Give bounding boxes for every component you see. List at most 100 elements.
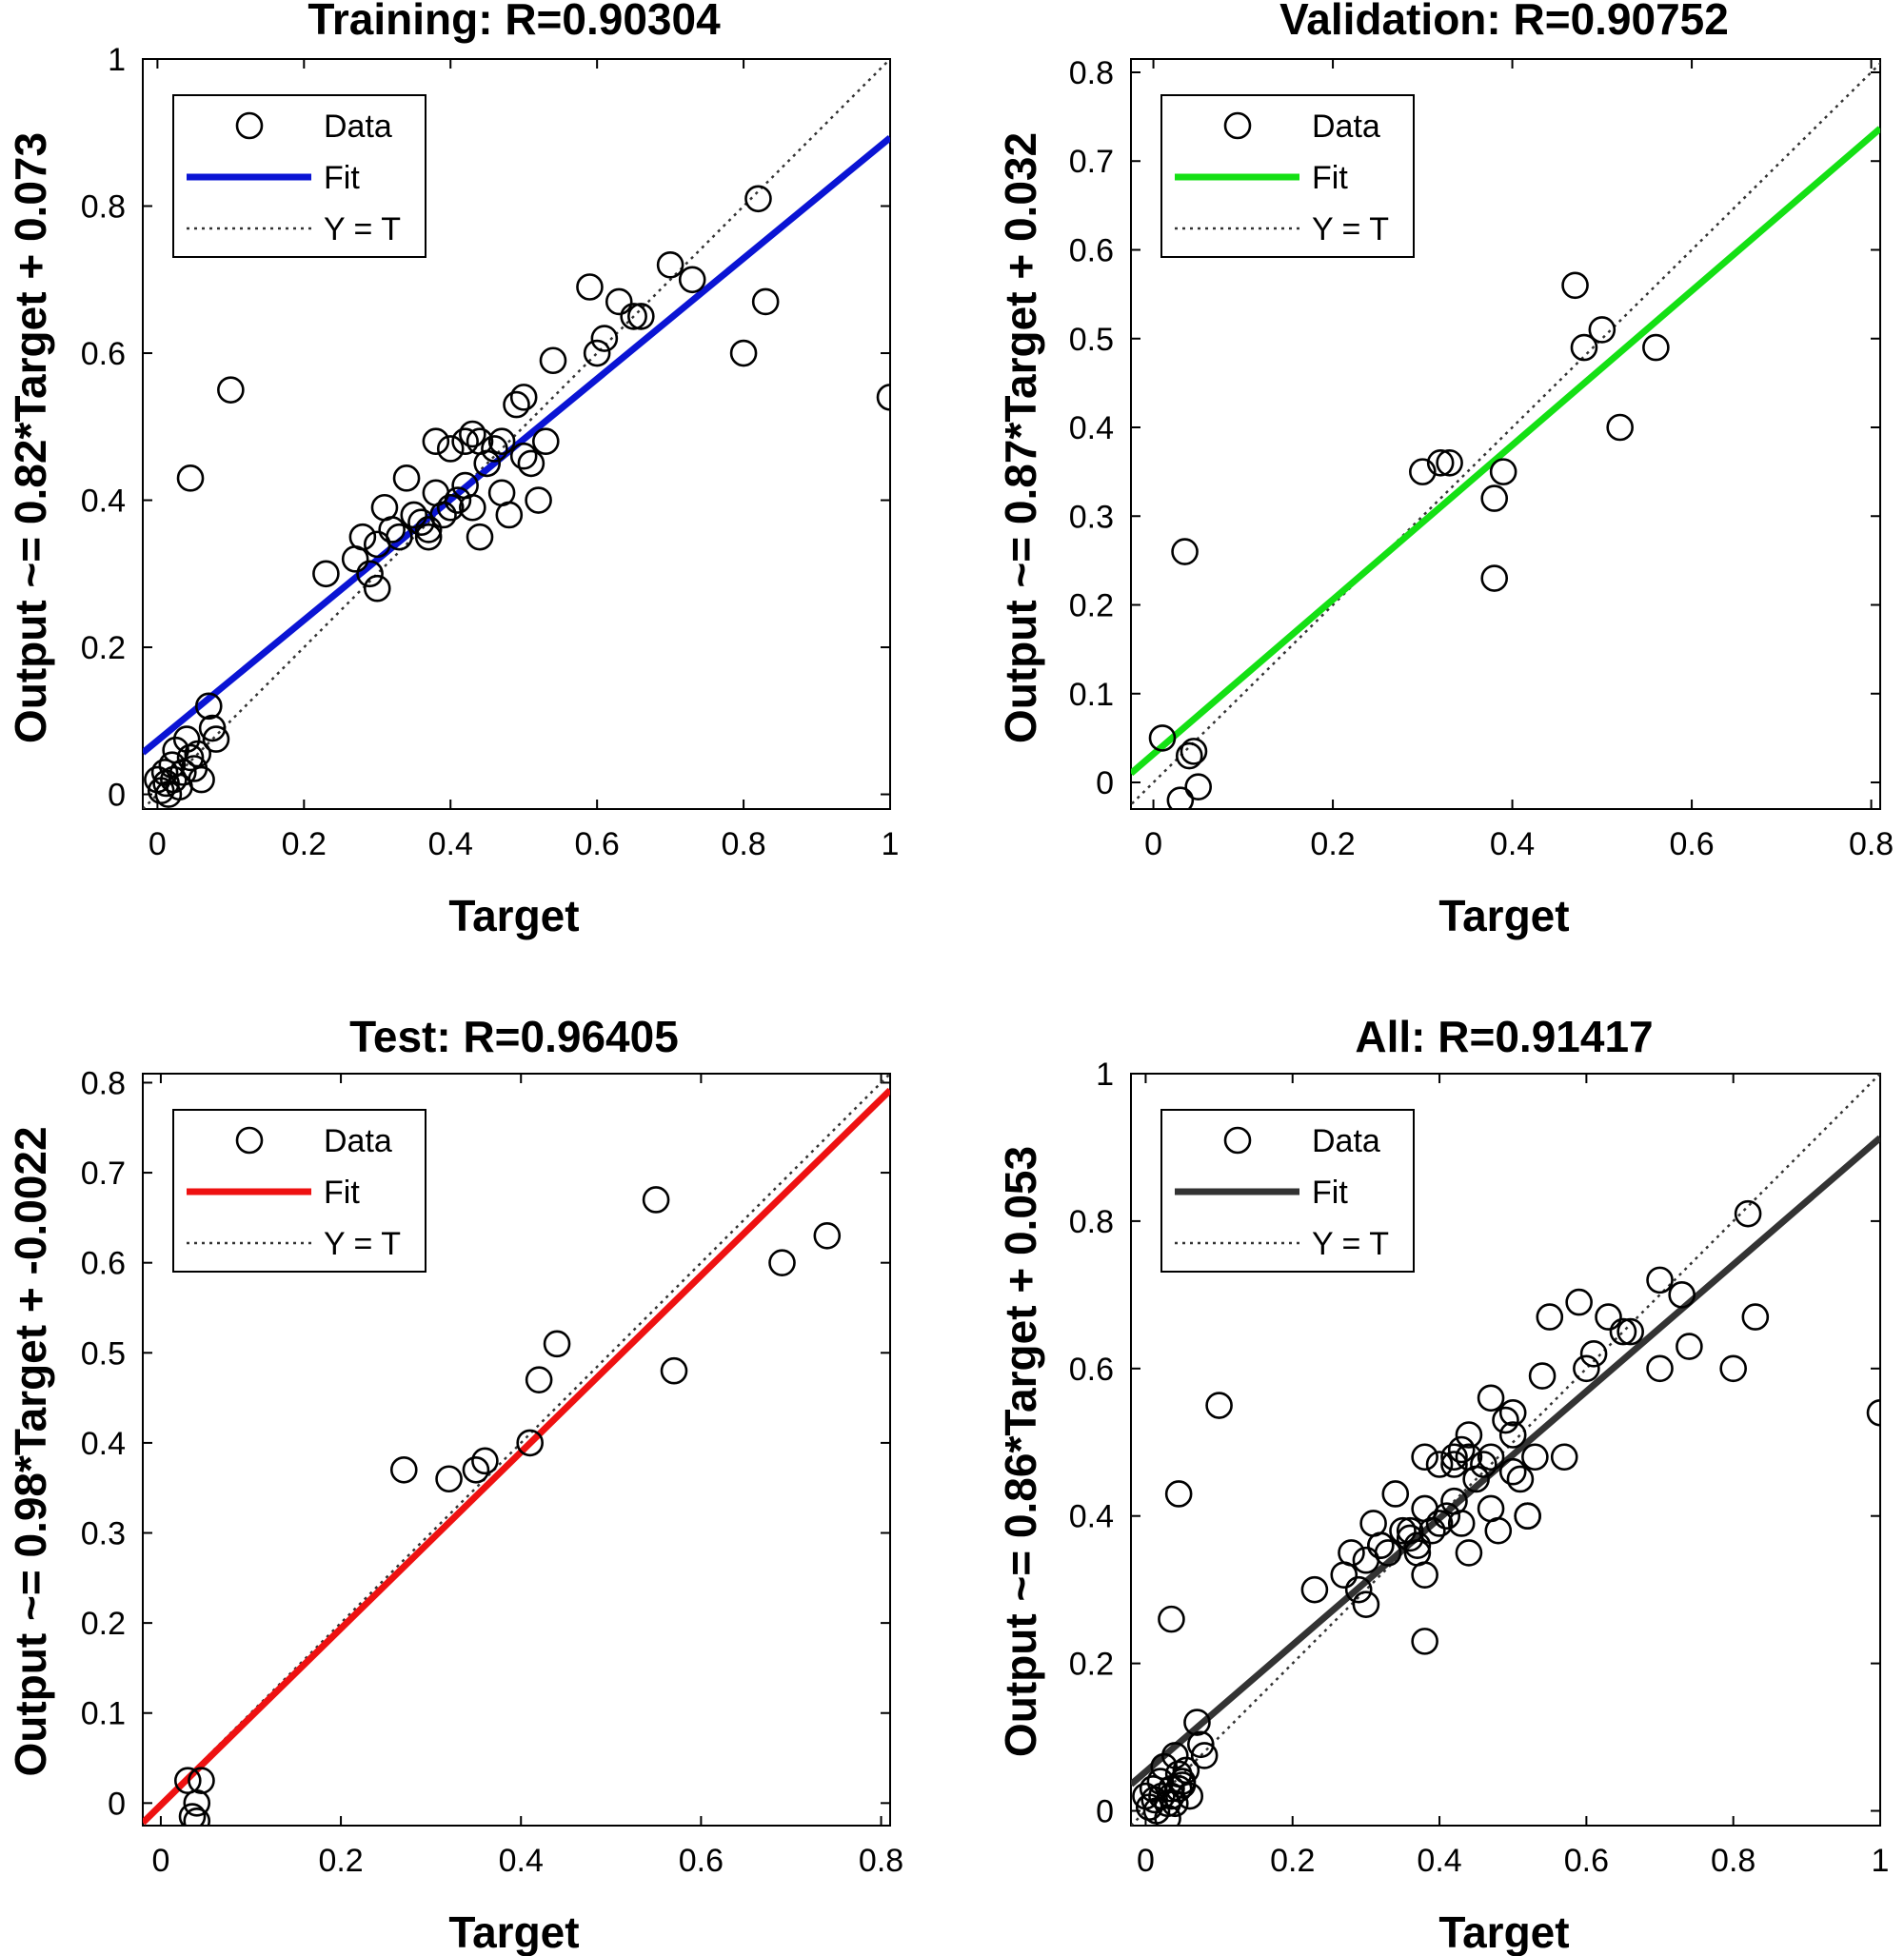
y-tick-label: 0.2	[81, 1606, 126, 1642]
data-point	[678, 266, 706, 294]
data-point	[1561, 271, 1589, 300]
data-point	[1184, 773, 1212, 800]
data-point	[1565, 1288, 1593, 1316]
data-point	[729, 339, 758, 367]
data-point	[451, 427, 479, 456]
data-point	[1409, 458, 1437, 485]
data-point	[1550, 1443, 1578, 1472]
y-tick-label: 0	[1096, 765, 1114, 801]
identity-line	[143, 59, 890, 809]
y-tick-label: 0	[108, 1786, 126, 1822]
data-point	[1166, 786, 1195, 809]
legend-label: Y = T	[1312, 211, 1389, 247]
plot-frame	[142, 58, 891, 810]
x-tick-label: 0.6	[575, 826, 620, 862]
data-point	[414, 523, 443, 551]
data-point	[525, 486, 552, 514]
data-point	[627, 303, 655, 330]
data-point	[1447, 1510, 1476, 1537]
plot-area	[1131, 1074, 1880, 1826]
x-tick-label: 0.2	[1310, 826, 1355, 862]
y-tick-label: 0.8	[1069, 1204, 1114, 1240]
x-axis-label: Target	[448, 1907, 579, 1956]
data-point	[217, 376, 245, 404]
data-point	[605, 287, 633, 316]
data-point	[1480, 564, 1509, 592]
x-tick-label: 0.8	[721, 826, 765, 862]
data-point	[312, 560, 340, 588]
y-tick-label: 0.2	[81, 630, 126, 666]
plot-frame	[1130, 1073, 1881, 1827]
y-tick-label: 0.5	[1069, 322, 1114, 358]
y-tick-label: 0.6	[81, 336, 126, 372]
y-axis-label: Output ~= 0.86*Target + 0.053	[996, 1146, 1045, 1757]
data-point	[543, 1330, 571, 1358]
data-point	[509, 384, 538, 411]
plot-area	[143, 59, 890, 809]
data-point	[620, 303, 647, 330]
legend: Data Fit Y = T	[172, 94, 426, 258]
data-point	[1447, 1435, 1476, 1464]
data-point	[1498, 1457, 1527, 1486]
data-point	[1477, 1443, 1505, 1472]
legend: Data Fit Y = T	[1160, 94, 1415, 258]
data-point	[1411, 1561, 1438, 1589]
data-point	[184, 740, 212, 768]
data-point	[539, 346, 567, 375]
data-point	[1480, 484, 1509, 512]
data-point	[1455, 1421, 1483, 1449]
plot-frame	[142, 1073, 891, 1827]
fit-line	[1131, 126, 1880, 777]
chart-title: Test: R=0.96405	[349, 1012, 679, 1061]
data-point	[150, 759, 179, 786]
data-point	[481, 435, 508, 463]
data-point	[471, 1447, 499, 1475]
y-tick-label: 0.8	[81, 189, 126, 226]
y-tick-label: 0.8	[1069, 55, 1114, 91]
data-point	[436, 493, 465, 522]
data-point	[1344, 1575, 1373, 1604]
y-axis-label: Output ~= 0.87*Target + 0.032	[996, 132, 1045, 743]
panel-test: Test: R=0.96405 Target Output ~= 0.98*Ta…	[6, 1012, 903, 1956]
legend-marker-data	[1223, 111, 1252, 140]
data-point	[1668, 1281, 1696, 1309]
y-tick-label: 0	[108, 778, 126, 814]
data-point	[1536, 1303, 1564, 1331]
panel-validation: Validation: R=0.90752 Target Output ~= 0…	[996, 0, 1894, 940]
data-point	[178, 1803, 207, 1826]
data-point	[656, 251, 684, 279]
data-point	[198, 714, 227, 742]
data-point	[590, 325, 619, 352]
y-tick-label: 0.6	[81, 1246, 126, 1282]
data-point	[169, 759, 197, 786]
x-tick-label: 0	[1137, 1843, 1155, 1879]
x-axis-label: Target	[1438, 891, 1569, 940]
y-tick-label: 0.2	[1069, 1647, 1114, 1683]
data-point	[1171, 538, 1199, 565]
identity-line	[1131, 1074, 1880, 1826]
data-point	[1616, 1317, 1644, 1346]
data-point	[1158, 1605, 1185, 1633]
data-point	[414, 516, 443, 543]
data-point	[1168, 1768, 1197, 1795]
y-tick-label: 0.1	[1069, 677, 1114, 713]
data-point	[1676, 1333, 1703, 1360]
x-tick-label: 0.6	[1564, 1843, 1609, 1879]
y-tick-label: 0.6	[1069, 232, 1114, 268]
data-point	[1866, 1398, 1880, 1427]
data-point	[509, 442, 538, 470]
data-point	[1734, 1199, 1762, 1228]
legend-label: Data	[324, 1123, 392, 1159]
data-point	[1609, 1317, 1637, 1346]
legend-label: Y = T	[324, 211, 401, 247]
data-point	[876, 384, 890, 411]
y-tick-label: 1	[1096, 1057, 1114, 1093]
data-point	[1425, 1451, 1454, 1478]
data-point	[459, 420, 486, 448]
data-point	[1477, 1384, 1505, 1413]
x-tick-label: 0.8	[1711, 1843, 1755, 1879]
data-point	[1426, 449, 1455, 477]
data-point	[1418, 1516, 1446, 1545]
data-point	[1455, 1539, 1483, 1567]
data-point	[1489, 458, 1517, 485]
